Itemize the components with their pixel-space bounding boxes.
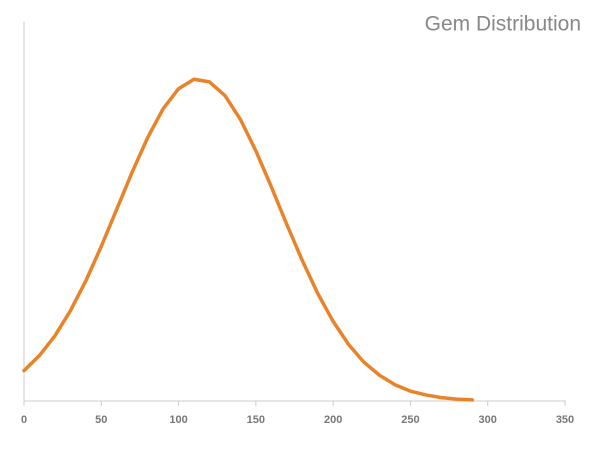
x-tick-label: 300 xyxy=(479,414,497,426)
x-tick-label: 200 xyxy=(324,414,342,426)
chart-title: Gem Distribution xyxy=(425,13,581,36)
data-line xyxy=(22,77,475,402)
x-tick-label: 0 xyxy=(21,414,27,426)
x-tick-label: 250 xyxy=(401,414,419,426)
x-tick-label: 50 xyxy=(95,414,107,426)
x-tick-label: 350 xyxy=(556,414,574,426)
x-tick-label: 150 xyxy=(247,414,265,426)
x-tick-label: 100 xyxy=(169,414,187,426)
